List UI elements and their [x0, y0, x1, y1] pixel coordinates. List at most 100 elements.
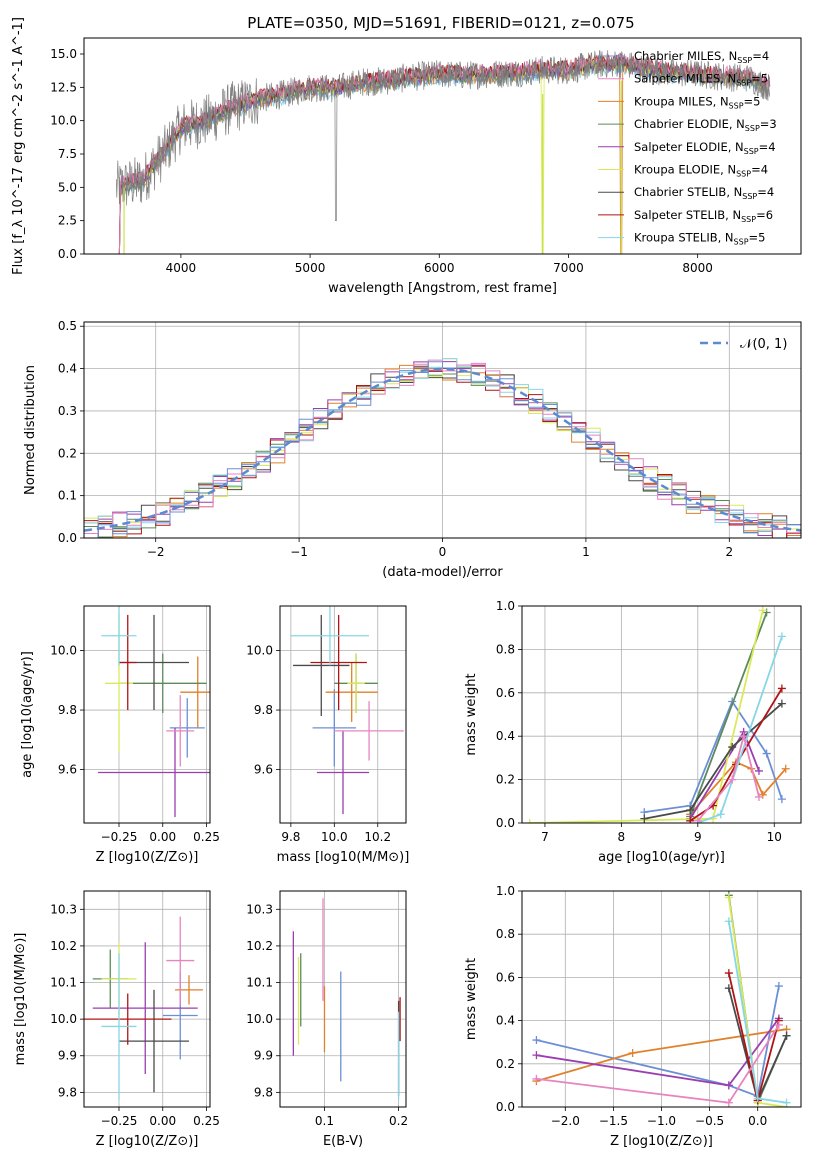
x-tick-label: 0.25 — [193, 830, 220, 844]
y-tick-label: 9.6 — [58, 762, 77, 776]
x-tick-label: 7 — [541, 830, 549, 844]
axes-frame — [83, 605, 211, 824]
weight-marker — [640, 814, 649, 823]
y-tick-label: 0.4 — [58, 362, 77, 376]
weight-marker — [754, 766, 763, 775]
model-spectrum-line — [116, 61, 770, 254]
axes-frame — [521, 890, 802, 1108]
axes-residuals: −2 −1 0 1 2 0.0 0.1 0.2 0.3 0.4 0.5 (data-model)/er… — [23, 319, 802, 580]
y-tick-label: 10.2 — [50, 939, 77, 953]
x-tick-label: 0.25 — [193, 1114, 220, 1128]
weight-marker — [782, 1098, 791, 1107]
weight-marker — [693, 816, 702, 823]
legend-label: Salpeter STELIB, NSSP=6 — [634, 208, 773, 224]
weight-marker — [525, 819, 534, 823]
axes-frame — [83, 321, 802, 539]
weight-marker — [758, 606, 767, 615]
axes-weight-vs-z: −2.0 −1.5 −1.0 −0.5 0.0 0.0 0.2 0.4 0.6 0.8 1.0 Z [… — [464, 884, 802, 1149]
x-tick-label: −0.25 — [101, 1114, 138, 1128]
legend-text: Salpeter MILES, N — [634, 72, 736, 86]
y-tick-label: 9.8 — [58, 703, 77, 717]
weight-marker — [777, 684, 786, 693]
weight-marker — [777, 699, 786, 708]
x-tick-label: 0 — [439, 545, 447, 559]
model-spectrum-line — [116, 60, 770, 254]
weight-marker — [774, 982, 783, 991]
y-tick-label: 10.0 — [50, 644, 77, 658]
weight-marker — [686, 805, 695, 814]
y-axis-label: Normed distribution — [23, 365, 38, 495]
weight-marker — [754, 792, 763, 801]
legend-text: Salpeter ELODIE, N — [634, 140, 744, 154]
y-tick-label: 10.0 — [246, 644, 273, 658]
legend-text: Salpeter STELIB, N — [634, 208, 741, 222]
legend-text: =3 — [760, 117, 777, 131]
y-tick-label: 0.0 — [496, 1100, 515, 1114]
x-axis-label: Z [log10(Z/Z⊙)] — [96, 1134, 199, 1149]
weight-line — [644, 702, 783, 820]
weight-marker — [532, 1036, 541, 1045]
weight-line — [536, 1017, 780, 1087]
y-tick-label: 0.0 — [496, 816, 515, 830]
y-tick-label: 0.2 — [496, 773, 515, 787]
x-tick-label: −1.0 — [647, 1114, 676, 1128]
axes-weight-vs-age: 7 8 9 10 0.0 0.2 0.4 0.6 0.8 1.0 age [log10(age/yr… — [464, 599, 802, 865]
weight-marker — [739, 732, 748, 741]
y-tick-label: 9.8 — [58, 1085, 77, 1099]
weight-marker — [532, 1074, 541, 1083]
y-tick-label: 7.5 — [58, 147, 77, 161]
histogram-step — [84, 365, 801, 538]
weight-marker — [728, 743, 737, 752]
legend-label: Chabrier ELODIE, NSSP=3 — [634, 117, 777, 133]
legend-subscript: SSP — [736, 170, 751, 179]
axes-spectrum: 4000 5000 6000 7000 8000 0.0 2.5 5.0 7.5 10.0 12.5… — [11, 17, 802, 296]
axes-mass-vs-z: −0.25 0.00 0.25 9.8 9.9 10.0 10.1 10.2 10.3 Z [lo… — [13, 890, 220, 1149]
x-tick-label: 0.2 — [389, 1114, 408, 1128]
x-tick-label: −0.25 — [101, 830, 138, 844]
axes-frame — [83, 890, 211, 1108]
x-axis-label: wavelength [Angstrom, rest frame] — [328, 281, 557, 296]
y-tick-label: 1.0 — [496, 599, 515, 613]
weight-marker — [777, 632, 786, 641]
x-tick-label: 0.1 — [315, 1114, 334, 1128]
axes-frame — [83, 37, 802, 255]
y-tick-label: 9.8 — [254, 703, 273, 717]
y-tick-label: 2.5 — [58, 214, 77, 228]
y-tick-label: 10.1 — [50, 976, 77, 990]
weight-marker — [716, 810, 725, 819]
x-tick-label: 9 — [694, 830, 702, 844]
y-axis-label: Flux [f_λ 10^-17 erg cm^-2 s^-1 A^-1] — [11, 17, 26, 275]
legend-subscript: SSP — [745, 124, 760, 133]
x-tick-label: 4000 — [166, 261, 197, 275]
model-spectrum-line — [116, 56, 770, 254]
weight-marker — [777, 795, 786, 804]
weight-line — [697, 732, 760, 822]
x-tick-label: 5000 — [295, 261, 326, 275]
x-axis-label: mass [log10(M/M⊙)] — [277, 850, 410, 865]
legend-subscript: SSP — [741, 215, 756, 224]
x-tick-label: 10 — [767, 830, 782, 844]
x-tick-label: 10.2 — [364, 830, 391, 844]
y-tick-label: 0.0 — [58, 531, 77, 545]
x-tick-label: 8 — [618, 830, 626, 844]
y-tick-label: 9.9 — [58, 1049, 77, 1063]
axes-frame — [279, 890, 407, 1108]
y-tick-label: 9.9 — [254, 1049, 273, 1063]
weight-line — [689, 688, 783, 822]
weight-marker — [724, 1098, 733, 1107]
y-tick-label: 0.5 — [58, 319, 77, 333]
x-tick-label: −2.0 — [551, 1114, 580, 1128]
legend-text: Kroupa STELIB, N — [634, 231, 734, 245]
x-tick-label: 0.00 — [149, 830, 176, 844]
legend-subscript: SSP — [729, 101, 744, 110]
y-tick-label: 9.8 — [254, 1085, 273, 1099]
legend-label: Chabrier MILES, NSSP=4 — [634, 49, 769, 65]
axes-age-vs-z: −0.25 0.00 0.25 9.6 9.8 10.0 Z [log10(Z/Z⊙)] ag… — [20, 605, 220, 865]
model-spectrum-line — [116, 55, 770, 254]
y-tick-label: 0.8 — [496, 642, 515, 656]
legend-text: =5 — [744, 94, 761, 108]
weight-marker — [724, 917, 733, 926]
axes-age-vs-mass: 9.8 10.0 10.2 9.6 9.8 10.0 mass [log10(M/M⊙)] — [246, 605, 410, 865]
weight-marker — [532, 1051, 541, 1060]
y-tick-label: 5.0 — [58, 180, 77, 194]
